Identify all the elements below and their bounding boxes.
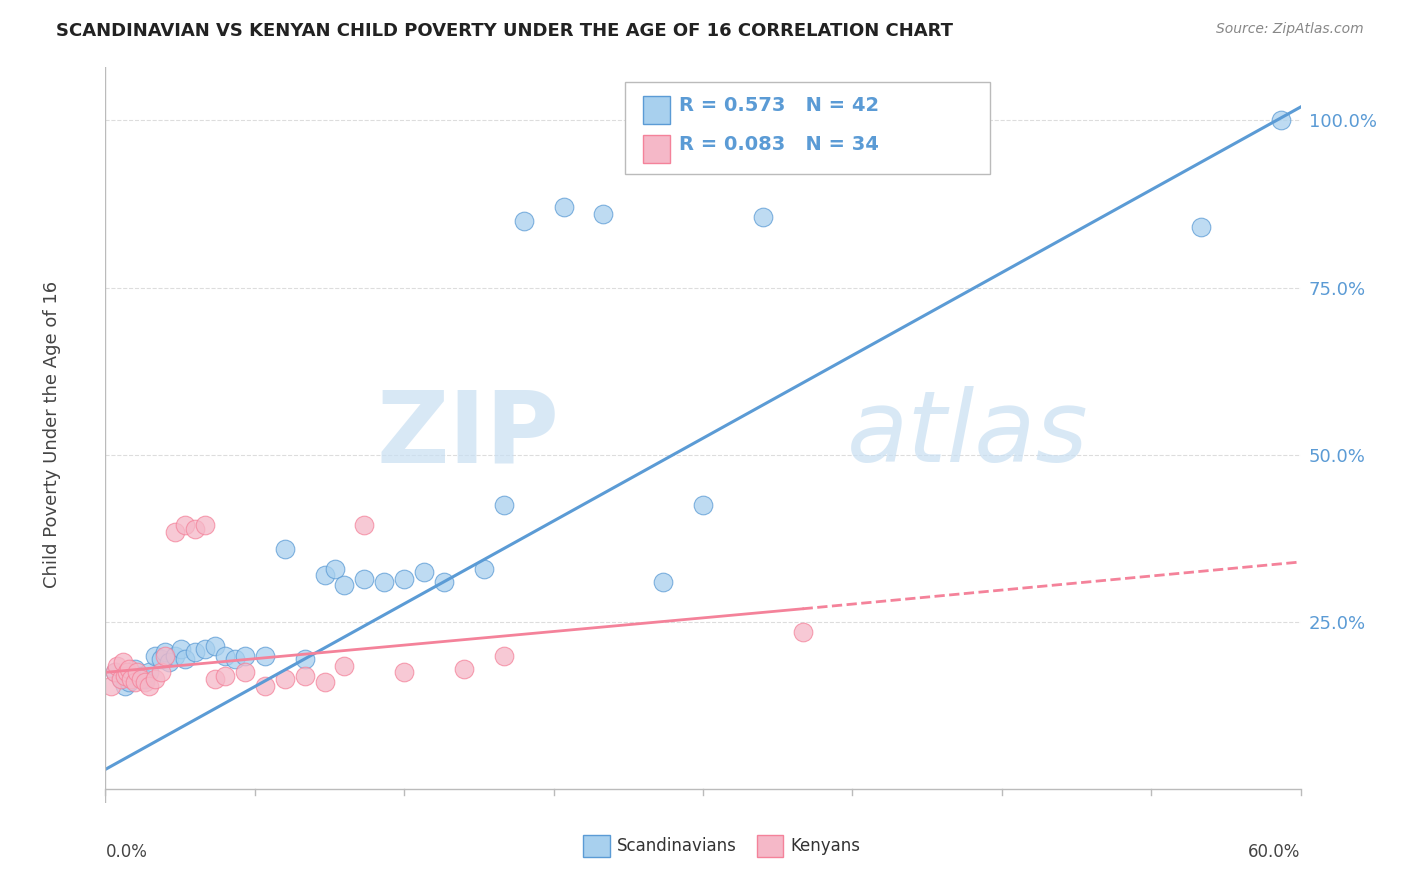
Point xyxy=(114,669,136,683)
Point xyxy=(124,675,146,690)
Point xyxy=(333,658,356,673)
Point xyxy=(150,665,173,680)
FancyBboxPatch shape xyxy=(626,81,990,174)
Point xyxy=(652,574,675,589)
Point xyxy=(112,655,135,669)
Point xyxy=(204,672,226,686)
Point xyxy=(453,662,475,676)
Point xyxy=(333,578,356,592)
FancyBboxPatch shape xyxy=(644,135,669,162)
Point xyxy=(513,213,536,227)
Point xyxy=(751,211,773,225)
Point xyxy=(273,672,295,686)
Point xyxy=(100,679,122,693)
Point xyxy=(692,498,714,512)
FancyBboxPatch shape xyxy=(756,835,783,857)
Point xyxy=(1270,113,1292,128)
Text: R = 0.083   N = 34: R = 0.083 N = 34 xyxy=(679,135,879,153)
Point xyxy=(353,572,375,586)
Point xyxy=(253,679,276,693)
Point xyxy=(253,648,276,663)
Point xyxy=(373,574,395,589)
Text: Scandinavians: Scandinavians xyxy=(617,838,737,855)
Point xyxy=(323,562,346,576)
Point xyxy=(1189,220,1212,235)
Point xyxy=(129,672,153,686)
Point xyxy=(294,652,316,666)
Text: 0.0%: 0.0% xyxy=(105,843,148,862)
Point xyxy=(165,648,187,663)
Point xyxy=(110,672,132,686)
Point xyxy=(233,648,256,663)
Point xyxy=(165,524,187,539)
Point xyxy=(118,675,141,690)
Point xyxy=(184,645,207,659)
Point xyxy=(134,672,156,686)
Point xyxy=(472,562,495,576)
Point xyxy=(107,658,129,673)
Point xyxy=(174,652,197,666)
Point xyxy=(194,642,217,657)
Point xyxy=(592,207,614,221)
Point xyxy=(104,665,127,680)
Point xyxy=(143,672,166,686)
Point xyxy=(792,625,814,640)
Point xyxy=(204,639,226,653)
Point xyxy=(433,574,456,589)
Point xyxy=(153,648,177,663)
Point xyxy=(174,518,197,533)
Point xyxy=(110,672,132,686)
Text: R = 0.573   N = 42: R = 0.573 N = 42 xyxy=(679,96,879,115)
Point xyxy=(117,665,139,680)
Point xyxy=(157,655,180,669)
Point xyxy=(153,645,177,659)
Point xyxy=(273,541,295,556)
Point xyxy=(492,648,515,663)
Point xyxy=(413,565,436,579)
FancyBboxPatch shape xyxy=(583,835,610,857)
Point xyxy=(294,669,316,683)
Text: SCANDINAVIAN VS KENYAN CHILD POVERTY UNDER THE AGE OF 16 CORRELATION CHART: SCANDINAVIAN VS KENYAN CHILD POVERTY UND… xyxy=(56,22,953,40)
Text: Kenyans: Kenyans xyxy=(790,838,860,855)
Point xyxy=(129,669,153,683)
Point xyxy=(124,662,146,676)
Point xyxy=(127,665,149,680)
Text: Source: ZipAtlas.com: Source: ZipAtlas.com xyxy=(1216,22,1364,37)
Point xyxy=(224,652,246,666)
Point xyxy=(143,648,166,663)
Point xyxy=(314,675,336,690)
Point xyxy=(194,518,217,533)
Point xyxy=(184,521,207,535)
Point xyxy=(392,665,416,680)
Point xyxy=(114,679,136,693)
Text: 60.0%: 60.0% xyxy=(1249,843,1301,862)
Point xyxy=(120,672,142,686)
Point xyxy=(214,669,236,683)
Point xyxy=(214,648,236,663)
Point xyxy=(233,665,256,680)
Point xyxy=(150,652,173,666)
Point xyxy=(492,498,515,512)
Point xyxy=(314,568,336,582)
Point xyxy=(118,662,141,676)
FancyBboxPatch shape xyxy=(644,95,669,124)
Point xyxy=(392,572,416,586)
Point xyxy=(138,679,160,693)
Point xyxy=(104,665,127,680)
Text: Child Poverty Under the Age of 16: Child Poverty Under the Age of 16 xyxy=(42,281,60,589)
Point xyxy=(353,518,375,533)
Text: ZIP: ZIP xyxy=(377,386,560,483)
Text: atlas: atlas xyxy=(846,386,1088,483)
Point xyxy=(134,675,156,690)
Point xyxy=(170,642,193,657)
Point xyxy=(553,201,575,215)
Point xyxy=(138,665,160,680)
